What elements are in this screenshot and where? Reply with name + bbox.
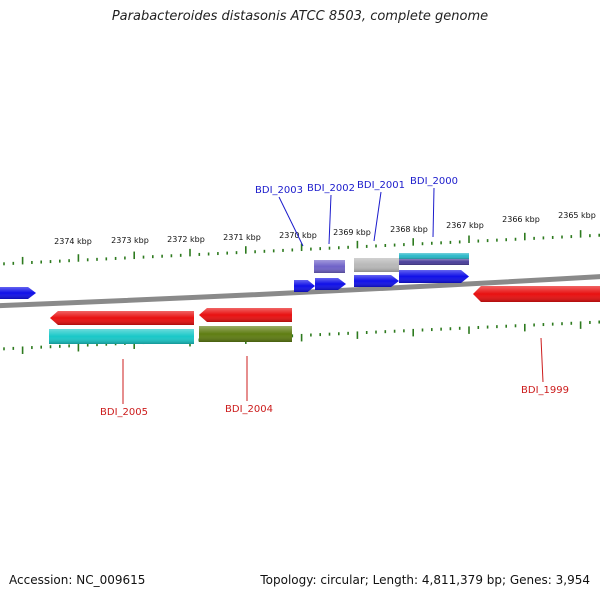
annotation-box-shade [399,253,469,259]
map-title: Parabacteroides distasonis ATCC 8503, co… [111,9,489,24]
gene-label: BDI_1999 [521,385,569,396]
gene-label: BDI_2000 [410,176,458,187]
genome-summary-text: Topology: circular; Length: 4,811,379 bp… [260,573,590,587]
scale-label: 2367 kbp [446,221,484,230]
gene-arrow-shade [294,280,315,292]
gene-arrow-shade [50,311,194,325]
scale-label: 2371 kbp [223,233,261,242]
annotation-box-shade [399,259,469,265]
scale-label: 2365 kbp [558,211,596,220]
gene-arrow-shade [399,270,469,283]
annotation-box-shade [354,258,399,272]
annotation-box-shade [314,260,345,273]
label-leader-line [328,194,332,245]
scale-label: 2368 kbp [390,225,428,234]
gene-arrow-shade [199,308,292,322]
label-leader-line [432,187,435,238]
scale-label: 2373 kbp [111,236,149,245]
gene-labels: BDI_2003 BDI_2002 BDI_2001 BDI_2000 BDI_2005… [100,176,569,418]
label-leader-line [278,196,304,247]
gene-label: BDI_2001 [357,180,405,191]
genome-backbone [0,274,600,309]
label-leader-line [373,191,382,242]
outer-tick-ring [3,230,600,266]
gene-arrow-shade [354,275,399,287]
gene-label: BDI_2003 [255,185,303,196]
label-leader-line [540,337,544,383]
gene-arrow-shade [315,278,346,290]
scale-label: 2369 kbp [333,228,371,237]
gene-label: BDI_2004 [225,404,273,415]
annotation-box-shade [49,329,194,344]
forward-strand-genes [0,253,469,299]
scale-labels: 2374 kbp 2373 kbp 2372 kbp 2371 kbp 2370 kbp… [54,211,596,246]
gene-arrow-shade [0,287,36,299]
scale-label: 2374 kbp [54,237,92,246]
scale-label: 2366 kbp [502,215,540,224]
accession-text: Accession: NC_009615 [9,573,146,587]
annotation-box-shade [199,326,292,342]
gene-label: BDI_2002 [307,183,355,194]
reverse-strand-genes [49,286,600,344]
gene-arrow-shade [473,286,600,302]
gene-label: BDI_2005 [100,407,148,418]
scale-label: 2372 kbp [167,235,205,244]
